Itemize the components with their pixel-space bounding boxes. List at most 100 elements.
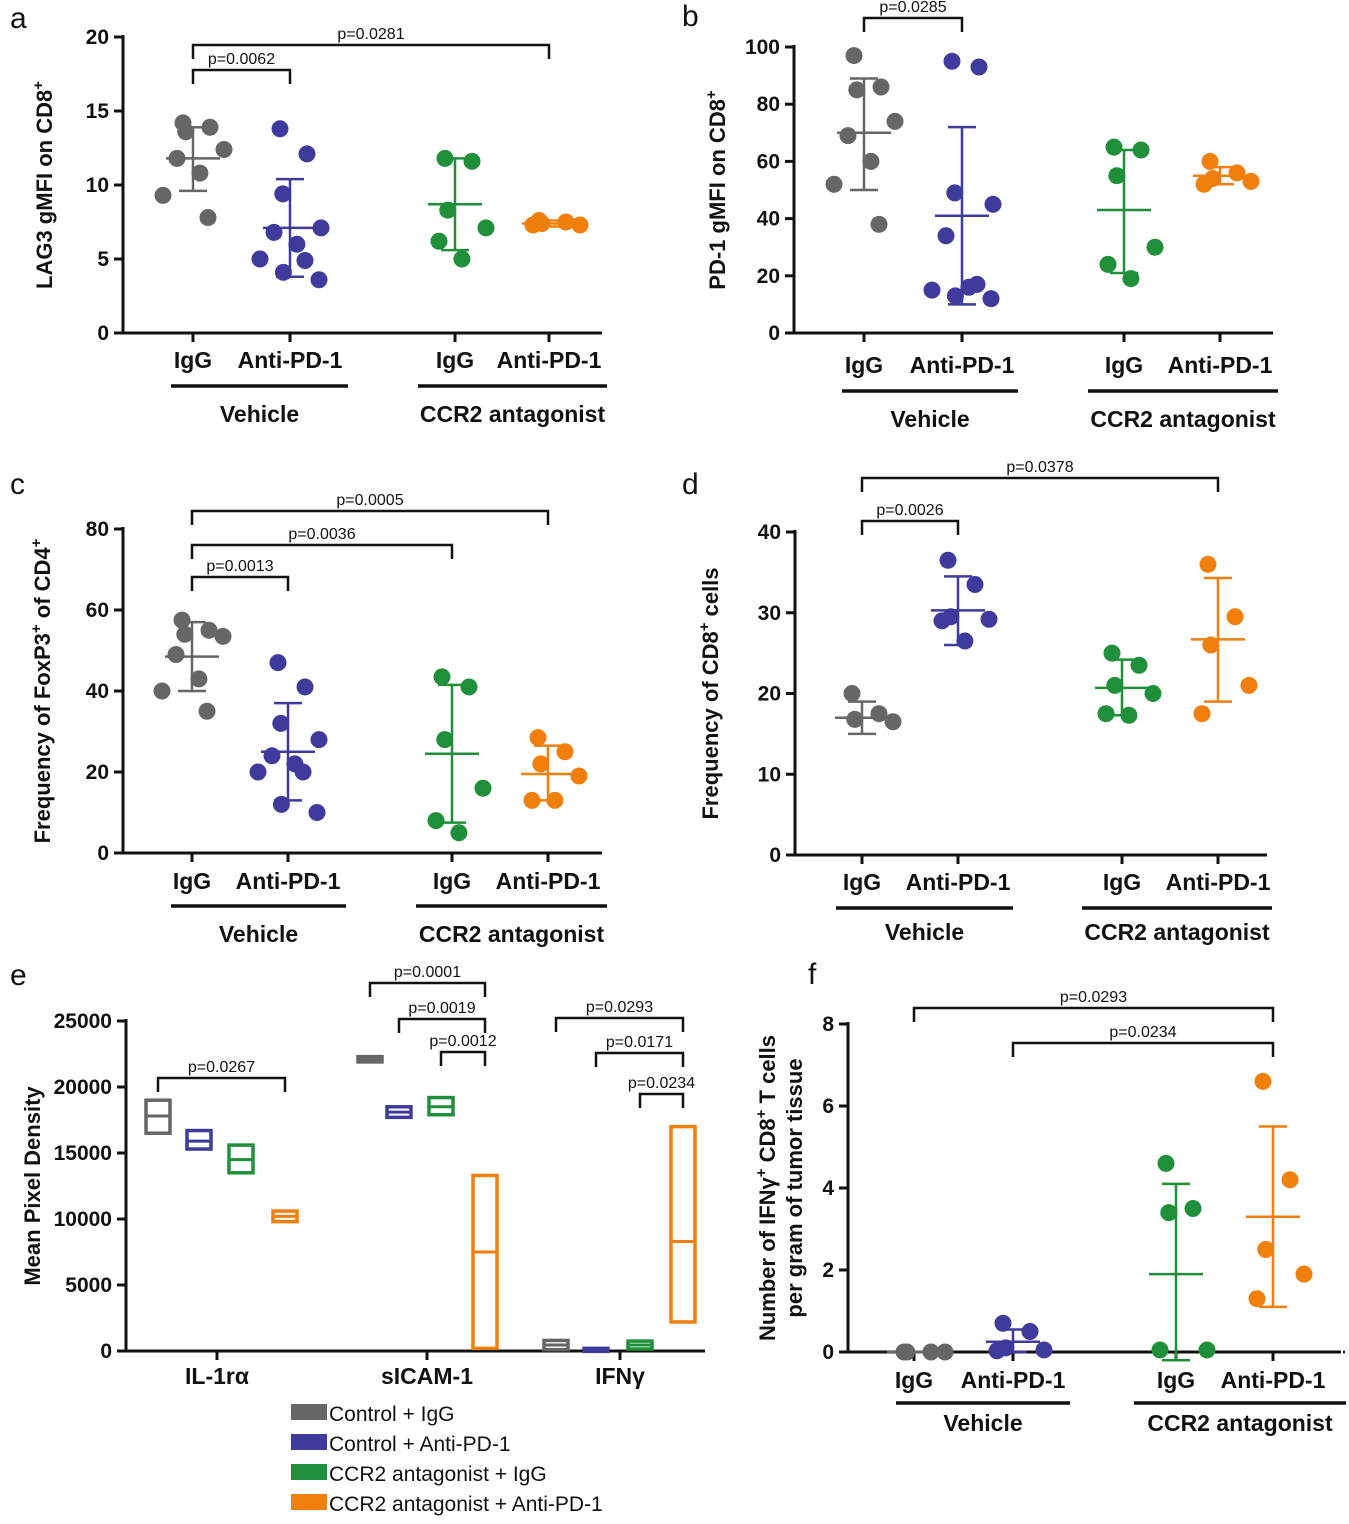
data-point — [1108, 167, 1126, 185]
bracket-line — [397, 1017, 487, 1033]
data-point — [943, 52, 961, 70]
y-axis-label-ylabel: PD-1 gMFI on CD8 — [705, 99, 730, 290]
y-tick-label: 25000 — [54, 1010, 112, 1033]
pvalue-label: p=0.0234 — [628, 1075, 695, 1092]
data-point — [839, 127, 857, 145]
legend-swatch — [291, 1434, 327, 1450]
y-tick-label: 20000 — [54, 1076, 112, 1099]
data-point — [872, 78, 890, 96]
series-2 — [428, 149, 495, 268]
y-tick-label: 80 — [86, 518, 109, 541]
data-point — [1146, 238, 1164, 256]
bracket-line — [638, 1092, 685, 1108]
group-label: CCR2 antagonist — [420, 401, 606, 427]
x-category-label: IgG — [895, 1367, 933, 1393]
data-point — [946, 287, 964, 305]
data-point — [176, 625, 194, 643]
panel-b: b 0 20 40 60 80 100 PD-1 gMFI on CD8+ IgG Anti-PD… — [682, 0, 1278, 432]
pvalue-bracket: p=0.0171 — [594, 1034, 685, 1067]
data-point — [1106, 676, 1124, 694]
pvalue-label: p=0.0062 — [208, 51, 275, 68]
series-1 — [986, 1314, 1053, 1360]
legend-swatch — [291, 1464, 327, 1480]
bracket-line — [190, 543, 454, 559]
data-point — [433, 668, 451, 686]
data-point — [308, 804, 326, 821]
x-category-label: IFNγ — [595, 1363, 645, 1389]
x-category-label: Anti-PD-1 — [497, 347, 602, 373]
group-label: Vehicle — [220, 401, 299, 427]
data-point — [843, 685, 861, 702]
y-axis-label: Mean Pixel Density — [20, 1086, 45, 1286]
data-point — [1099, 255, 1117, 273]
series-1 — [249, 654, 328, 821]
pvalue-bracket: p=0.0234 — [628, 1075, 695, 1108]
x-category-label: IgG — [1105, 352, 1143, 378]
series-1 — [185, 1105, 610, 1354]
pvalue-label: p=0.0293 — [586, 999, 653, 1016]
y-axis-label-ylabel_rest: cells — [698, 567, 723, 622]
data-point — [523, 791, 541, 809]
data-point — [190, 670, 208, 688]
legend-label: Control + Anti-PD-1 — [329, 1433, 511, 1456]
y-tick-label: 15000 — [54, 1142, 112, 1165]
data-point — [1242, 172, 1260, 190]
x-category-label: IgG — [433, 868, 471, 894]
series-0 — [825, 47, 904, 233]
data-point — [1105, 138, 1123, 156]
pvalue-label: p=0.0171 — [606, 1034, 673, 1051]
series-1 — [931, 551, 998, 650]
series-2 — [425, 668, 492, 842]
pvalue-bracket: p=0.0026 — [860, 502, 960, 535]
y-axis-label: Frequency of CD8+ cells — [696, 567, 723, 819]
group-label: CCR2 antagonist — [1090, 406, 1276, 432]
series-0 — [153, 611, 232, 720]
legend-label: Control + IgG — [329, 1403, 454, 1426]
data-point — [450, 824, 468, 842]
panel-letter: f — [808, 958, 817, 991]
data-point — [1151, 1341, 1169, 1359]
data-point — [1103, 644, 1121, 662]
data-point — [570, 767, 588, 785]
data-point — [1228, 164, 1246, 182]
data-point — [1201, 152, 1219, 170]
data-point — [984, 195, 1002, 213]
group-label: Vehicle — [943, 1410, 1022, 1436]
bracket-line — [156, 1076, 287, 1092]
x-category-label: Anti-PD-1 — [238, 347, 343, 373]
data-point — [453, 250, 471, 268]
pvalue-label: p=0.0019 — [408, 1000, 475, 1017]
series-3 — [1246, 1072, 1313, 1309]
pvalue-label: p=0.0005 — [336, 492, 403, 509]
data-point — [460, 678, 478, 696]
bracket-line — [594, 1051, 685, 1067]
series-3 — [522, 212, 589, 234]
pvalue-label: p=0.0026 — [876, 502, 943, 519]
y-tick-label: 40 — [86, 680, 109, 703]
group-label: CCR2 antagonist — [1084, 919, 1270, 945]
data-point — [848, 81, 866, 99]
series-3 — [1191, 555, 1258, 723]
legend: Control + IgG Control + Anti-PD-1 CCR2 ant… — [291, 1403, 603, 1516]
panel-e: e 0 5000 10000 15000 20000 25000 Mean Pixel Den… — [10, 959, 705, 1516]
data-point — [1198, 1341, 1216, 1359]
data-point — [939, 551, 957, 569]
data-point — [1097, 705, 1115, 723]
bracket-line — [190, 509, 550, 525]
y-tick-label: 30 — [758, 602, 781, 625]
data-point — [1122, 270, 1140, 288]
x-category-label: sICAM-1 — [381, 1363, 473, 1389]
pvalue-label: p=0.0036 — [288, 526, 355, 543]
y-axis-label-ylabel_sup: + — [30, 81, 47, 90]
legend-swatch — [291, 1494, 327, 1510]
y-tick-label: 15 — [86, 100, 110, 123]
x-category-label: IgG — [1103, 869, 1141, 895]
data-point — [310, 271, 328, 289]
y-tick-label: 6 — [822, 1095, 834, 1118]
data-point — [1157, 1154, 1175, 1172]
x-category-label: IgG — [843, 869, 881, 895]
data-point — [923, 281, 941, 299]
x-category-label: IgG — [845, 352, 883, 378]
